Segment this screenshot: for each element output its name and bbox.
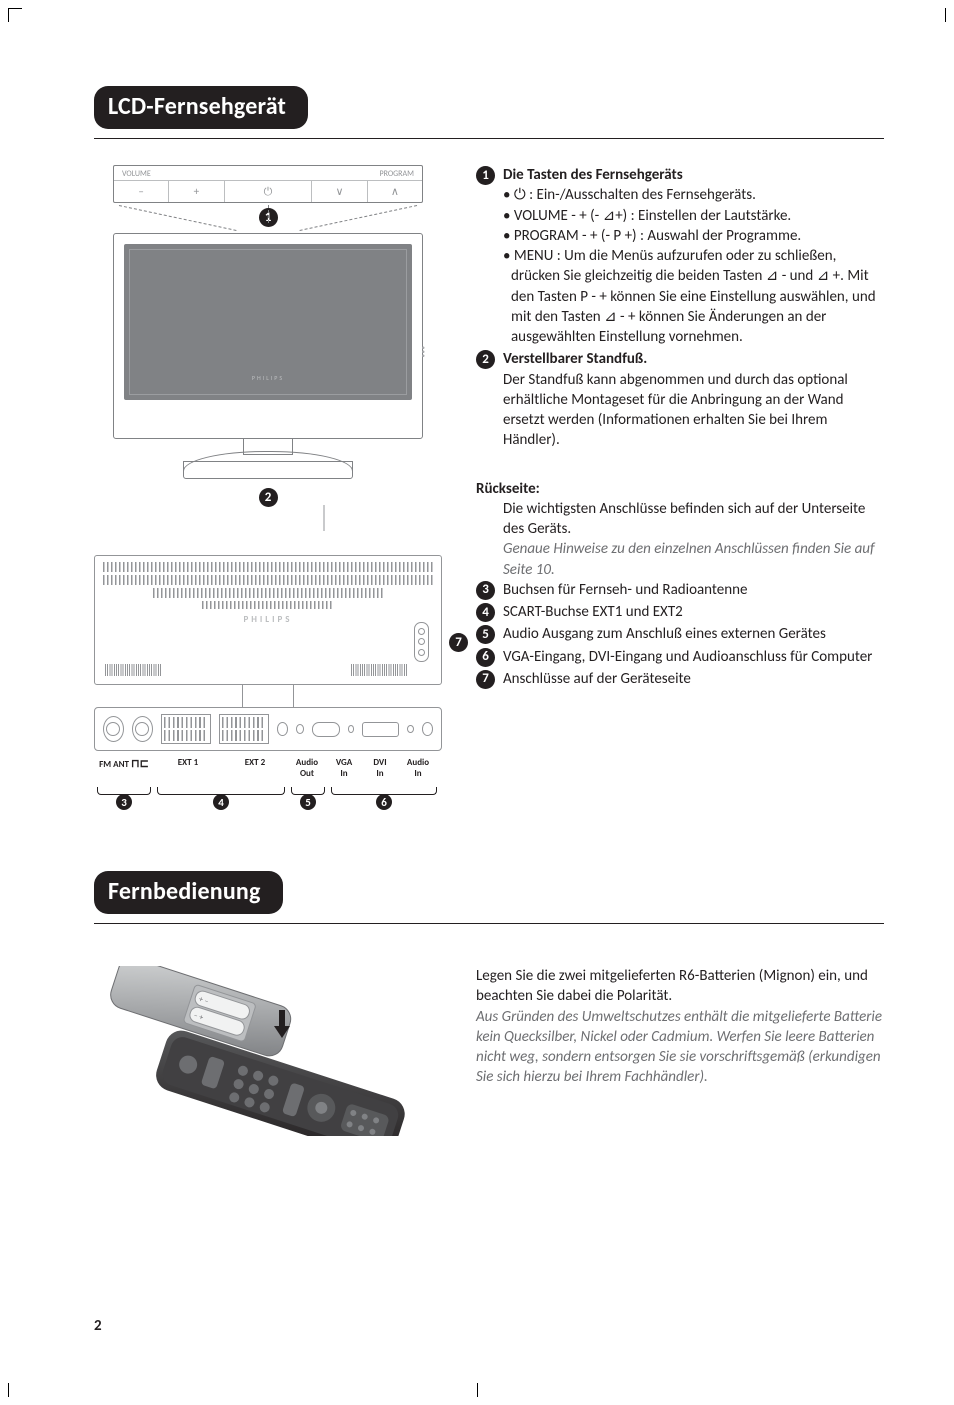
port-audio-out [277,722,288,736]
lbl-ext2: EXT 2 [222,757,288,779]
section-2: Fernbedienung [94,871,884,1141]
i5: Audio Ausgang zum Anschluß eines externe… [503,624,884,644]
remote-p1: Legen Sie die zwei mitgelieferten R6-Bat… [476,966,884,1007]
tv-back-diagram: PHILIPS 7 [94,555,442,801]
i2-body: Der Standfuß kann abgenommen und durch d… [503,370,884,451]
remote-text: Legen Sie die zwei mitgelieferten R6-Bat… [476,942,884,1141]
tv-button-bar: VOLUME PROGRAM – + ⏻ ∨ ∧ [113,165,423,203]
crop-mark [8,8,22,22]
i3: Buchsen für Fernseh- und Radioantenne [503,580,884,600]
lbl-fmant: FM ANT ⊓⊏ [94,757,154,779]
i2-title: Verstellbarer Standfuß. [503,350,647,368]
lbl-audio-out: Audio Out [288,757,326,779]
right-column-text: 1 Die Tasten des Fernsehgeräts • ⏻ : Ein… [476,165,884,801]
port-labels: FM ANT ⊓⊏ EXT 1 EXT 2 Audio Out VGA In D… [94,757,442,779]
crop-mark [945,8,946,22]
btn-vol-minus: – [114,181,169,202]
port-coax-2 [132,716,153,742]
num-2: 2 [476,350,495,369]
callout-7: 7 [449,633,468,652]
label-program: PROGRAM [326,169,414,179]
label-volume: VOLUME [122,169,210,179]
callout-6: 6 [376,794,392,810]
vent-panel: PHILIPS [94,555,442,685]
num-7: 7 [476,670,495,689]
side-jack-panel [414,622,429,662]
crop-mark [8,1383,9,1397]
tv-body: PHILIPS ••• [113,233,423,439]
vent-slit-left [105,664,161,676]
tick-mark [323,505,324,531]
remote-illustration: + – – + [94,942,442,1141]
i1-title: Die Tasten des Fernsehgeräts [503,165,884,185]
port-vga [312,722,339,737]
i1-b3: • PROGRAM - + (- P +) : Auswahl der Prog… [503,226,884,246]
callout-5: 5 [300,794,316,810]
lbl-dvi: DVI In [362,757,398,779]
vent-slit-right [351,664,407,676]
port-audio-in [422,722,433,736]
i1-b2: • VOLUME - + (- ⊿+) : Einstellen der Lau… [503,206,884,226]
btn-power: ⏻ [225,181,313,202]
port-scart-1 [161,714,211,744]
callout-4: 4 [213,794,229,810]
remote-p2: Aus Gründen des Umweltschutzes enthält d… [476,1007,884,1088]
i6: VGA-Eingang, DVI-Eingang und Audioanschl… [503,647,884,667]
port-row [94,707,442,751]
page-number: 2 [94,1317,102,1335]
callout-3: 3 [116,794,132,810]
port-mini-3 [348,725,355,733]
back-title: Rückseite: [476,479,884,499]
lbl-audio-in: Audio In [398,757,438,779]
back-p1: Die wichtigsten Anschlüsse befinden sich… [476,499,884,540]
back-logo: PHILIPS [243,614,292,625]
i4: SCART-Buchse EXT1 und EXT2 [503,602,884,622]
tv-logo: PHILIPS [252,374,284,382]
port-scart-2 [219,714,269,744]
num-3: 3 [476,581,495,600]
callout-2: 2 [259,488,278,507]
crop-mark [477,1383,478,1397]
num-6: 6 [476,648,495,667]
num-1: 1 [476,166,495,185]
remote-svg: + – – + [104,966,434,1136]
port-mini-4 [407,725,414,733]
num-4: 4 [476,603,495,622]
btn-prog-up: ∧ [368,181,422,202]
tv-side-dots: ••• [422,346,426,358]
port-dvi [362,722,399,737]
i1-b1: • ⏻ : Ein-/Ausschalten des Fernsehgeräts… [503,185,884,205]
lbl-vga: VGA In [326,757,362,779]
i7: Anschlüsse auf der Geräteseite [503,669,884,689]
btn-vol-plus: + [169,181,224,202]
tv-screen: PHILIPS [124,244,412,400]
section-heading-remote: Fernbedienung [94,871,283,914]
port-coax-1 [103,716,124,742]
bracket-row: 3 4 5 6 [94,787,442,801]
tv-stand [183,439,353,479]
page-content: LCD-Fernsehgerät VOLUME PROGRAM – + ⏻ ∨ [94,86,884,1345]
tv-front-diagram: VOLUME PROGRAM – + ⏻ ∨ ∧ 1 [113,165,423,507]
section-heading-lcd: LCD-Fernsehgerät [94,86,308,129]
section1-row: VOLUME PROGRAM – + ⏻ ∨ ∧ 1 [94,165,884,801]
left-column-diagrams: VOLUME PROGRAM – + ⏻ ∨ ∧ 1 [94,165,442,801]
port-mini-2 [296,724,304,734]
back-p2: Genaue Hinweise zu den einzelnen Anschlü… [476,539,884,580]
btn-prog-down: ∨ [312,181,367,202]
num-5: 5 [476,625,495,644]
i1-b4: • MENU : Um die Menüs aufzurufen oder zu… [503,246,884,347]
lbl-ext1: EXT 1 [154,757,222,779]
